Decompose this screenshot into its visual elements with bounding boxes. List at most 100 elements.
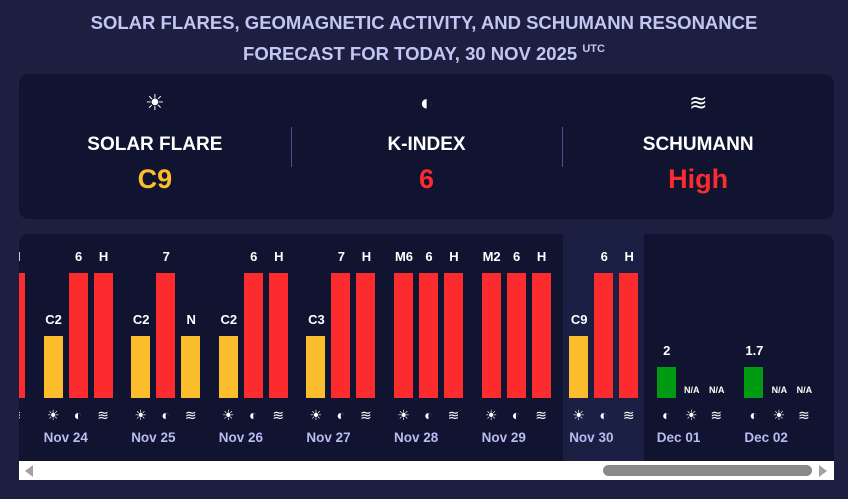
waves-bar[interactable] (93, 273, 113, 398)
waves-icon: ≋ (798, 407, 810, 423)
sun-icon: ☀ (46, 407, 60, 423)
waves-value-label: N/A (796, 385, 813, 395)
waves-bar[interactable] (19, 273, 25, 398)
magnet-icon: ◐ (511, 407, 521, 423)
summary-label: SOLAR FLARE (87, 134, 223, 155)
sun-icon: ☀ (572, 407, 585, 423)
scrollbar-thumb[interactable] (603, 465, 812, 476)
magnet-icon: ◐ (599, 407, 608, 423)
sun-value-label: C9 (570, 311, 588, 327)
summary-waves: ≋ SCHUMANN High (562, 74, 834, 219)
scroll-left-arrow[interactable] (25, 465, 33, 477)
waves-bar[interactable] (444, 273, 463, 398)
sun-icon: ☀ (685, 407, 698, 423)
day-date-label: Nov 25 (131, 430, 176, 445)
waves-icon: ≋ (535, 407, 547, 423)
magnet-bar[interactable] (594, 273, 614, 398)
magnet-value-label: 7 (337, 249, 345, 264)
summary-label: SCHUMANN (642, 134, 754, 155)
waves-icon: ≋ (97, 407, 109, 423)
magnet-icon: ◐ (73, 407, 83, 423)
sun-icon: ☀ (309, 407, 323, 423)
waves-icon: ≋ (622, 407, 635, 423)
magnet-bar[interactable] (331, 273, 351, 398)
summary-value: High (668, 164, 729, 194)
horizontal-scrollbar[interactable] (19, 461, 834, 480)
waves-icon: ≋ (19, 407, 25, 424)
waves-value-label: H (361, 249, 372, 264)
day-date-label: Dec 01 (656, 430, 701, 445)
page-title: SOLAR FLARES, GEOMAGNETIC ACTIVITY, AND … (0, 10, 848, 67)
waves-value-label: H (449, 249, 459, 264)
sun-bar[interactable] (569, 335, 589, 398)
magnet-value-label: 7 (162, 249, 170, 264)
day-date-label: Nov 24 (43, 430, 88, 445)
magnet-icon: ◐ (161, 407, 170, 423)
magnet-bar[interactable] (656, 366, 676, 398)
magnet-bar[interactable] (419, 273, 438, 398)
day-date-label: Dec 02 (744, 430, 788, 445)
sun-bar[interactable] (306, 335, 326, 398)
magnet-icon: ◐ (424, 407, 433, 423)
magnet-icon: ◐ (662, 407, 671, 423)
waves-bar[interactable] (619, 273, 639, 398)
summary-value: 6 (418, 164, 435, 194)
magnet-value-label: 1.7 (745, 342, 764, 358)
magnet-value-label: 6 (250, 249, 258, 264)
sun-icon: ☀ (484, 407, 498, 423)
magnet-value-label: 6 (74, 249, 83, 264)
magnet-icon: ◐ (749, 407, 759, 423)
sun-value-label: M2 (482, 249, 501, 264)
utc-label: UTC (582, 43, 605, 55)
sun-value-label: N/A (771, 385, 788, 395)
waves-value-label: N (186, 311, 196, 327)
magnet-bar[interactable] (506, 273, 526, 398)
waves-icon: ≋ (688, 90, 708, 115)
waves-value-label: H (19, 249, 36, 264)
forecast-chart[interactable]: ☀ ◐ H ≋ C2 ☀ 6 ◐ H ≋ Nov 24 C2 ☀ 7 ◐ N ≋ Nov 25 C2 ☀ 6 ◐ H ≋ Nov… (19, 234, 834, 461)
waves-icon: ≋ (710, 407, 723, 423)
sun-bar[interactable] (481, 273, 501, 398)
waves-value-label: N/A (709, 385, 725, 395)
waves-icon: ≋ (272, 407, 285, 423)
title-line-2: FORECAST FOR TODAY, 30 NOV 2025 UTC (243, 43, 605, 64)
magnet-bar[interactable] (243, 273, 263, 398)
sun-value-label: C2 (132, 311, 150, 327)
day-date-label: Nov 27 (306, 430, 351, 445)
sun-bar[interactable] (394, 273, 413, 398)
magnet-icon: ◐ (419, 90, 434, 115)
waves-bar[interactable] (268, 273, 288, 398)
waves-value-label: H (98, 249, 109, 264)
summary-value: C9 (137, 164, 173, 194)
waves-bar[interactable] (531, 273, 551, 398)
magnet-icon: ◐ (249, 407, 258, 423)
magnet-bar[interactable] (744, 366, 764, 398)
waves-bar[interactable] (181, 335, 201, 398)
waves-icon: ≋ (447, 407, 460, 423)
sun-icon: ☀ (134, 407, 147, 423)
sun-value-label: C3 (308, 311, 325, 327)
magnet-value-label: 2 (663, 342, 671, 358)
magnet-value-label: 6 (512, 249, 521, 264)
sun-bar[interactable] (43, 335, 63, 398)
magnet-bar[interactable] (68, 273, 88, 398)
magnet-value-label: 6 (600, 249, 608, 264)
sun-bar[interactable] (131, 335, 151, 398)
summary-sun: ☀ SOLAR FLARE C9 (19, 74, 291, 219)
title-line-1: SOLAR FLARES, GEOMAGNETIC ACTIVITY, AND … (90, 12, 758, 33)
today-summary: ☀ SOLAR FLARE C9 ◐ K-INDEX 6 ≋ SCHUMANN High (19, 74, 834, 219)
sun-value-label: C2 (45, 311, 62, 327)
sun-bar[interactable] (218, 335, 238, 398)
sun-icon: ☀ (222, 407, 235, 423)
scroll-right-arrow[interactable] (819, 465, 827, 477)
sun-value-label: N/A (684, 385, 700, 395)
day-date-label: Nov 26 (218, 430, 264, 445)
waves-bar[interactable] (356, 273, 376, 398)
magnet-icon: ◐ (336, 407, 346, 423)
sun-icon: ☀ (397, 407, 410, 423)
magnet-value-label: 6 (425, 249, 433, 264)
summary-magnet: ◐ K-INDEX 6 (290, 74, 563, 219)
magnet-bar[interactable] (156, 273, 176, 398)
waves-icon: ≋ (184, 407, 197, 423)
sun-value-label: C2 (220, 311, 238, 327)
